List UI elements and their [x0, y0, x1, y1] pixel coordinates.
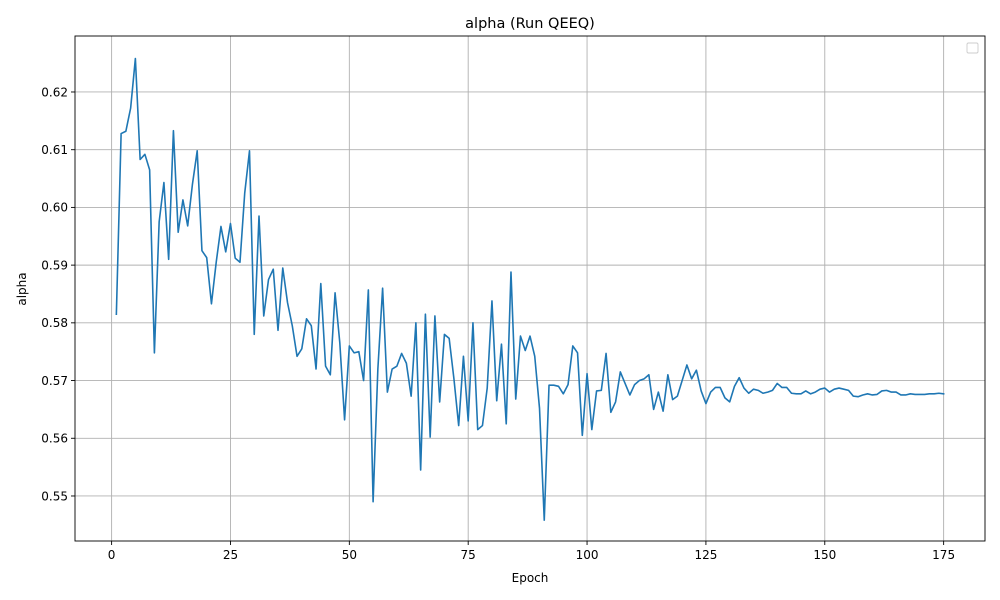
x-tick-label: 100 [576, 548, 599, 562]
y-tick-label: 0.59 [41, 258, 68, 272]
y-tick-label: 0.60 [41, 201, 68, 215]
y-tick-label: 0.56 [41, 432, 68, 446]
x-tick-label: 75 [461, 548, 476, 562]
grid-layer [75, 36, 985, 541]
data-layer [115, 57, 945, 522]
x-tick-label: 0 [108, 548, 116, 562]
y-tick-label: 0.58 [41, 316, 68, 330]
legend-box [966, 42, 979, 54]
y-tick-label: 0.57 [41, 374, 68, 388]
y-axis-label: alpha [15, 272, 29, 305]
x-tick-label: 125 [694, 548, 717, 562]
x-tick-label: 175 [932, 548, 955, 562]
ticks-layer: 0 25 50 75 100 125 150 175 0.55 0.56 0.57 0.58 0.59 0… [41, 85, 955, 562]
y-tick-label: 0.61 [41, 143, 68, 157]
x-tick-label: 50 [342, 548, 357, 562]
x-axis-label: Epoch [512, 571, 549, 585]
y-tick-label: 0.62 [41, 85, 68, 99]
alpha-series-line [115, 57, 945, 522]
y-tick-label: 0.55 [41, 489, 68, 503]
chart-title: alpha (Run QEEQ) [465, 16, 595, 32]
axes-frame [74, 35, 986, 542]
x-tick-label: 150 [813, 548, 836, 562]
x-tick-label: 25 [223, 548, 238, 562]
